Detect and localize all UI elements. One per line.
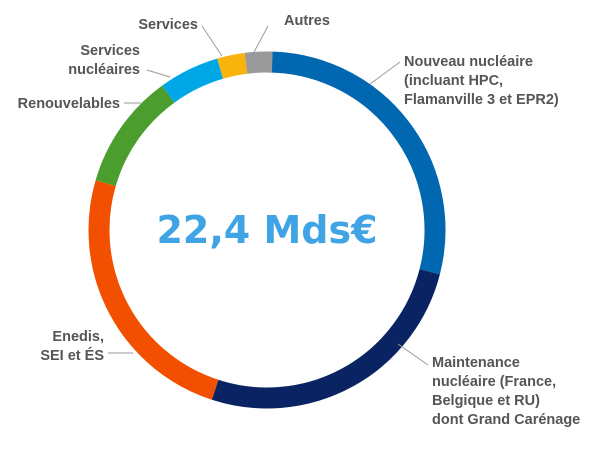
leader-lines (108, 25, 429, 366)
label-line: Belgique et RU) (432, 393, 540, 409)
slice-enedis-sei-es (88, 180, 219, 400)
label-services: Services (138, 17, 198, 33)
slice-services-nucleaires (162, 58, 224, 103)
label-line: Services (138, 17, 198, 33)
leader-line-nouveau-nucleaire (369, 61, 401, 85)
slice-maintenance-nucleaire (211, 269, 440, 409)
leader-line-autres (253, 25, 269, 53)
label-line: Enedis, (52, 329, 104, 345)
label-enedis-sei-es: Enedis, SEI et ÉS (40, 329, 104, 364)
label-line: Autres (284, 13, 330, 29)
label-line: nucléaires (68, 62, 140, 78)
label-line: nucléaire (France, (432, 374, 556, 390)
label-line: Renouvelables (18, 96, 120, 112)
label-line: SEI et ÉS (40, 347, 104, 364)
slice-services (217, 52, 248, 79)
leader-line-services (201, 25, 223, 57)
label-autres: Autres (284, 13, 330, 29)
slice-nouveau-nucleaire (266, 51, 446, 275)
label-line: dont Grand Carénage (432, 412, 580, 428)
slice-renouvelables (95, 85, 175, 187)
label-renouvelables: Renouvelables (18, 96, 120, 112)
donut-slices (88, 51, 446, 409)
leader-line-services-nucleaires (146, 69, 171, 78)
slice-labels: Nouveau nucléaire (incluant HPC, Flamanvil… (18, 13, 581, 428)
label-line: Flamanville 3 et EPR2) (404, 92, 559, 108)
label-line: (incluant HPC, (404, 73, 503, 89)
center-total-label: 22,4 Mds€ (156, 208, 377, 252)
slice-autres (244, 51, 273, 74)
label-nouveau-nucleaire: Nouveau nucléaire (incluant HPC, Flamanvil… (404, 54, 559, 108)
label-maintenance-nucleaire: Maintenance nucléaire (France, Belgique et… (432, 355, 580, 428)
leader-line-maintenance-nucleaire (397, 343, 429, 366)
label-services-nucleaires: Services nucléaires (68, 43, 140, 78)
label-line: Services (80, 43, 140, 59)
label-line: Maintenance (432, 355, 520, 371)
label-line: Nouveau nucléaire (404, 54, 533, 70)
